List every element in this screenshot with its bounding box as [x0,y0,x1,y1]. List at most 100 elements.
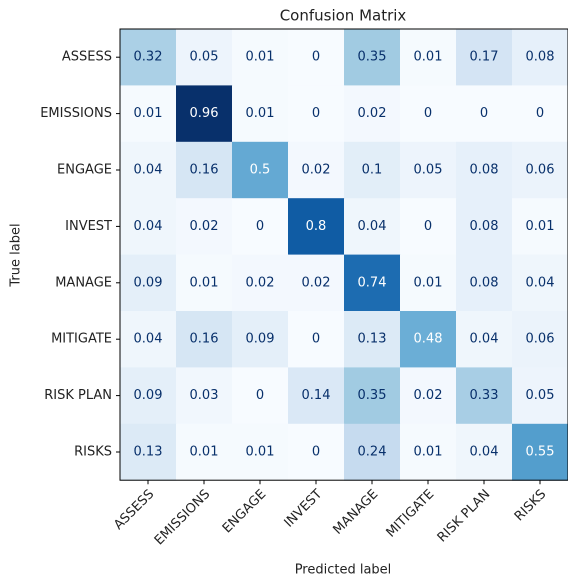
cell-label: 0.08 [470,219,499,234]
cell-label: 0.04 [470,332,499,347]
cell-label: 0.01 [246,445,275,460]
cell [512,141,568,199]
cell [456,198,513,256]
cell-label: 0.35 [358,388,387,403]
x-axis-label: Predicted label [295,563,392,578]
cell-label: 0.02 [358,106,387,121]
cell-label: 0.5 [250,163,271,178]
cell [456,254,513,312]
cell [344,423,401,481]
cell [176,311,233,368]
x-tick-label: ENGAGE [220,487,269,536]
cell [512,423,568,481]
cell [176,423,233,481]
cell-label: 0.8 [306,219,327,234]
cell-label: 0.04 [134,163,163,178]
cell-label: 0 [424,219,432,234]
cell [456,367,513,425]
cell-label: 0.24 [358,445,387,460]
cell [400,423,457,481]
cell-label: 0.04 [134,219,163,234]
cell-label: 0.01 [414,445,443,460]
cell [512,85,568,143]
plot-frame [119,28,568,481]
cell-label: 0.01 [246,50,275,65]
cell [456,85,513,143]
cell-label: 0.55 [526,445,555,460]
cell-label: 0.03 [190,388,219,403]
cell [400,198,457,256]
cell [456,141,513,199]
y-tick-label: RISKS [74,445,112,460]
cell [176,141,233,199]
cell-label: 0 [312,445,320,460]
x-tick-label: EMISSIONS [152,487,213,548]
cell-label: 0.02 [414,388,443,403]
cell [120,423,177,481]
cell-label: 0.13 [134,445,163,460]
cell [288,198,345,256]
cell [232,311,289,368]
cell [176,85,233,143]
cell [232,423,289,481]
cell [288,311,345,368]
cell [344,311,401,368]
cell-label: 0 [256,219,264,234]
cell [288,85,345,143]
cell [400,29,457,86]
cell [288,423,345,481]
x-tick-label: RISK PLAN [435,487,494,546]
y-axis-label: True label [9,223,24,287]
x-tick-label: MANAGE [331,487,382,538]
cell [456,311,513,368]
cell-label: 0.04 [358,219,387,234]
cell [400,85,457,143]
cell [456,29,513,86]
cell [120,254,177,312]
cell-label: 0.35 [358,50,387,65]
cell-label: 0.01 [190,445,219,460]
cell-label: 0.08 [470,275,499,290]
cell-label: 0.33 [470,388,499,403]
cell-label: 0.05 [414,163,443,178]
cell [400,367,457,425]
cell-label: 0.1 [362,163,383,178]
cell [344,29,401,86]
y-tick-label: MANAGE [55,275,112,290]
x-tick-label: MITIGATE [384,487,438,541]
cell [176,198,233,256]
cell [512,29,568,86]
cell-label: 0.01 [414,275,443,290]
x-tick-label: INVEST [282,487,326,531]
cell [512,198,568,256]
cell-label: 0.01 [134,106,163,121]
cell [512,367,568,425]
cell [120,141,177,199]
cell-label: 0 [312,50,320,65]
cell [176,367,233,425]
cell [232,198,289,256]
cell [288,367,345,425]
cell-label: 0.74 [358,275,387,290]
cell [400,141,457,199]
cell-label: 0.08 [470,163,499,178]
cell-label: 0.01 [246,106,275,121]
cell-label: 0.09 [134,275,163,290]
x-tick-label: ASSESS [111,487,157,533]
cell-label: 0.05 [526,388,555,403]
cell-label: 0.14 [302,388,331,403]
cell-label: 0.32 [134,50,163,65]
cell [344,254,401,312]
cell-label: 0.01 [190,275,219,290]
cell-label: 0.02 [302,275,331,290]
cell-label: 0.17 [470,50,499,65]
cell-label: 0.09 [246,332,275,347]
cell [120,85,177,143]
cell-label: 0.04 [470,445,499,460]
cell [456,423,513,481]
cell [344,367,401,425]
cell [344,198,401,256]
cell-label: 0.04 [526,275,555,290]
cell [120,311,177,368]
cell-label: 0.01 [414,50,443,65]
